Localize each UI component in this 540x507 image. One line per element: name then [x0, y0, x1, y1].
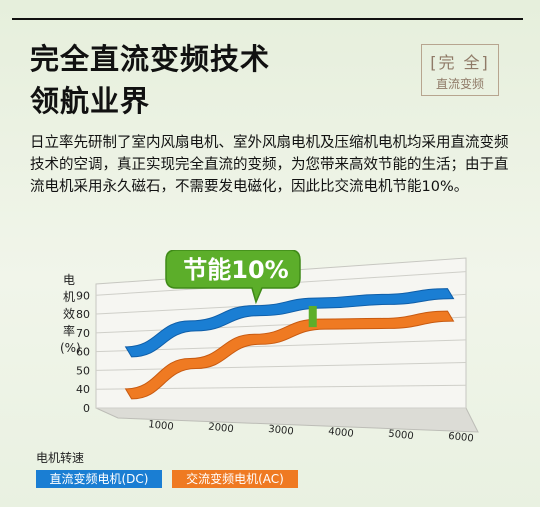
legend-dc: 直流变频电机(DC) — [36, 470, 162, 488]
y-tick-label: 0 — [83, 402, 90, 415]
gridline — [95, 362, 467, 371]
y-tick-label: 40 — [76, 383, 90, 396]
x-tick-label: 4000 — [328, 426, 354, 440]
description-paragraph: 日立率先研制了室内风扇电机、室外风扇电机及压缩机电机均采用直流变频技术的空调，真… — [30, 135, 509, 195]
x-tick-label: 2000 — [208, 422, 234, 436]
savings-gap-bar — [308, 305, 317, 328]
full-dc-badge: [完 全] 直流变频 — [421, 44, 499, 96]
badge-sub-text: 直流变频 — [435, 77, 484, 91]
dc-series-ribbon — [124, 288, 455, 358]
y-axis-label-char: 效 — [62, 307, 75, 321]
efficiency-chart: 0 40 50 60 70 80 90 1000 2000 3000 4000 5000 6000 节能1… — [76, 250, 479, 445]
y-tick-label: 80 — [76, 308, 90, 321]
top-rule — [12, 18, 523, 20]
y-axis-label-char: 率 — [62, 324, 75, 338]
page-title: 完全直流变频技术 领航业界 — [30, 38, 270, 122]
y-axis-label-char: 机 — [62, 290, 75, 304]
x-axis-title: 电机转速 — [36, 451, 85, 465]
y-axis-label-char: 电 — [62, 273, 75, 287]
callout-bubble — [165, 250, 301, 305]
y-tick-label: 70 — [76, 327, 90, 340]
title-line-2: 领航业界 — [30, 84, 151, 118]
x-tick-label: 5000 — [388, 429, 414, 443]
title-line-1: 完全直流变频技术 — [30, 42, 271, 76]
badge-main-text: [完 全] — [430, 53, 490, 72]
y-axis-label: 电 机 效 率 (%) — [60, 272, 81, 357]
x-tick-label: 1000 — [148, 419, 174, 433]
ac-series-ribbon — [124, 310, 455, 400]
x-tick-label: 6000 — [448, 431, 474, 445]
y-tick-label: 50 — [76, 364, 90, 377]
y-tick-label: 90 — [76, 289, 90, 302]
legend-ac: 交流变频电机(AC) — [172, 470, 298, 488]
gridline — [95, 339, 467, 353]
y-axis-label-char: (%) — [60, 341, 81, 355]
x-tick-label: 3000 — [268, 424, 294, 438]
y-tick-label: 60 — [76, 346, 90, 359]
callout-text: 节能10% — [183, 256, 288, 284]
